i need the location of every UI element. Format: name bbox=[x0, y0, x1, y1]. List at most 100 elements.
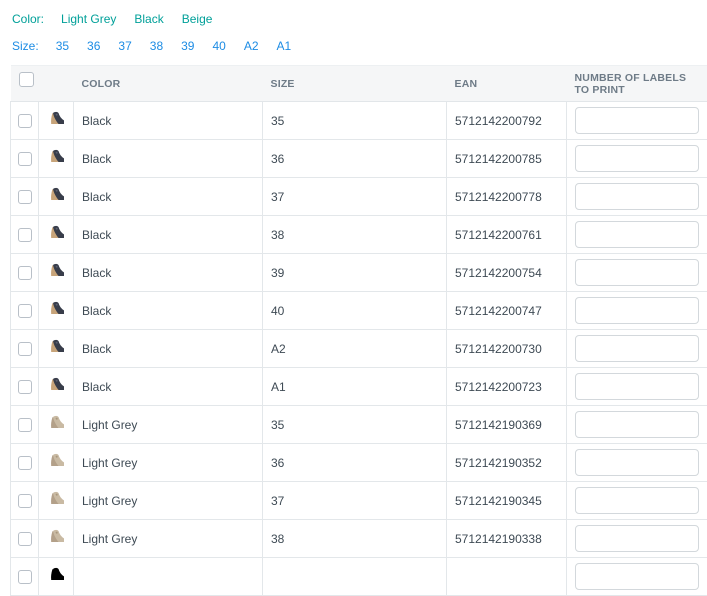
product-thumbnail-wedge-boot-icon bbox=[46, 263, 66, 279]
color-cell: Black bbox=[74, 216, 263, 254]
ean-cell: 5712142190338 bbox=[447, 520, 567, 558]
color-cell: Black bbox=[74, 292, 263, 330]
image-column-header bbox=[39, 66, 74, 102]
color-cell: Light Grey bbox=[74, 406, 263, 444]
labels-to-print-input[interactable] bbox=[575, 411, 699, 438]
color-cell: Black bbox=[74, 368, 263, 406]
row-select-cell bbox=[11, 444, 39, 482]
labels-to-print-input[interactable] bbox=[575, 373, 699, 400]
size-option-35[interactable]: 35 bbox=[56, 38, 69, 54]
size-option-37[interactable]: 37 bbox=[118, 38, 131, 54]
product-image-cell bbox=[39, 102, 74, 140]
row-select-checkbox[interactable] bbox=[18, 494, 32, 508]
table-header: COLOR SIZE EAN NUMBER OF LABELS TO PRINT bbox=[11, 66, 707, 102]
labels-to-print-input[interactable] bbox=[575, 563, 699, 590]
labels-to-print-input[interactable] bbox=[575, 449, 699, 476]
size-cell: 35 bbox=[263, 406, 447, 444]
labels-to-print-input[interactable] bbox=[575, 487, 699, 514]
size-option-40[interactable]: 40 bbox=[212, 38, 225, 54]
ean-cell: 5712142200754 bbox=[447, 254, 567, 292]
row-select-cell bbox=[11, 216, 39, 254]
labels-to-print-input[interactable] bbox=[575, 183, 699, 210]
product-image-cell bbox=[39, 558, 74, 596]
labels-cell bbox=[567, 406, 707, 444]
product-image-cell bbox=[39, 520, 74, 558]
table-row: Light Grey 38 5712142190338 bbox=[11, 520, 707, 558]
row-select-checkbox[interactable] bbox=[18, 342, 32, 356]
product-thumbnail-wedge-boot-icon bbox=[46, 149, 66, 165]
ean-cell: 5712142200730 bbox=[447, 330, 567, 368]
row-select-checkbox[interactable] bbox=[18, 152, 32, 166]
product-thumbnail-wedge-boot-icon bbox=[46, 415, 66, 431]
ean-column-header: EAN bbox=[447, 66, 567, 102]
labels-to-print-input[interactable] bbox=[575, 297, 699, 324]
size-cell: 38 bbox=[263, 520, 447, 558]
labels-cell bbox=[567, 102, 707, 140]
size-cell: 36 bbox=[263, 140, 447, 178]
color-option-light-grey[interactable]: Light Grey bbox=[61, 11, 116, 27]
row-select-cell bbox=[11, 330, 39, 368]
labels-to-print-input[interactable] bbox=[575, 259, 699, 286]
row-select-checkbox[interactable] bbox=[18, 190, 32, 204]
row-select-checkbox[interactable] bbox=[18, 380, 32, 394]
table-row: Light Grey 37 5712142190345 bbox=[11, 482, 707, 520]
row-select-cell bbox=[11, 406, 39, 444]
row-select-cell bbox=[11, 482, 39, 520]
size-cell bbox=[263, 558, 447, 596]
table-body: Black 35 5712142200792 Black 36 57121422… bbox=[11, 102, 707, 596]
size-option-38[interactable]: 38 bbox=[150, 38, 163, 54]
product-image-cell bbox=[39, 292, 74, 330]
color-cell: Black bbox=[74, 140, 263, 178]
table-row: Black A2 5712142200730 bbox=[11, 330, 707, 368]
size-cell: 38 bbox=[263, 216, 447, 254]
size-cell: A2 bbox=[263, 330, 447, 368]
row-select-cell bbox=[11, 178, 39, 216]
size-cell: 37 bbox=[263, 482, 447, 520]
row-select-checkbox[interactable] bbox=[18, 570, 32, 584]
labels-to-print-input[interactable] bbox=[575, 221, 699, 248]
row-select-checkbox[interactable] bbox=[18, 304, 32, 318]
row-select-checkbox[interactable] bbox=[18, 456, 32, 470]
color-option-black[interactable]: Black bbox=[134, 11, 163, 27]
size-cell: A1 bbox=[263, 368, 447, 406]
row-select-checkbox[interactable] bbox=[18, 266, 32, 280]
product-image-cell bbox=[39, 482, 74, 520]
row-select-checkbox[interactable] bbox=[18, 228, 32, 242]
row-select-cell bbox=[11, 140, 39, 178]
product-image-cell bbox=[39, 330, 74, 368]
table-row-partial bbox=[11, 558, 707, 596]
ean-cell: 5712142200778 bbox=[447, 178, 567, 216]
product-thumbnail-wedge-boot-icon bbox=[46, 339, 66, 355]
size-cell: 37 bbox=[263, 178, 447, 216]
color-cell: Black bbox=[74, 102, 263, 140]
size-option-a1[interactable]: A1 bbox=[277, 38, 292, 54]
size-option-39[interactable]: 39 bbox=[181, 38, 194, 54]
labels-to-print-input[interactable] bbox=[575, 335, 699, 362]
ean-cell: 5712142200723 bbox=[447, 368, 567, 406]
ean-cell: 5712142200792 bbox=[447, 102, 567, 140]
color-cell: Black bbox=[74, 254, 263, 292]
labels-cell bbox=[567, 520, 707, 558]
color-option-beige[interactable]: Beige bbox=[182, 11, 213, 27]
labels-to-print-input[interactable] bbox=[575, 145, 699, 172]
row-select-cell bbox=[11, 520, 39, 558]
color-cell: Light Grey bbox=[74, 520, 263, 558]
product-image-cell bbox=[39, 216, 74, 254]
ean-cell: 5712142200747 bbox=[447, 292, 567, 330]
row-select-checkbox[interactable] bbox=[18, 532, 32, 546]
row-select-checkbox[interactable] bbox=[18, 114, 32, 128]
row-select-checkbox[interactable] bbox=[18, 418, 32, 432]
product-thumbnail-wedge-boot-icon bbox=[46, 567, 66, 583]
select-all-checkbox[interactable] bbox=[19, 72, 34, 87]
size-cell: 36 bbox=[263, 444, 447, 482]
labels-cell bbox=[567, 558, 707, 596]
table-row: Black 36 5712142200785 bbox=[11, 140, 707, 178]
row-select-cell bbox=[11, 102, 39, 140]
ean-cell: 5712142190369 bbox=[447, 406, 567, 444]
size-option-a2[interactable]: A2 bbox=[244, 38, 259, 54]
labels-to-print-input[interactable] bbox=[575, 525, 699, 552]
labels-to-print-input[interactable] bbox=[575, 107, 699, 134]
size-option-36[interactable]: 36 bbox=[87, 38, 100, 54]
